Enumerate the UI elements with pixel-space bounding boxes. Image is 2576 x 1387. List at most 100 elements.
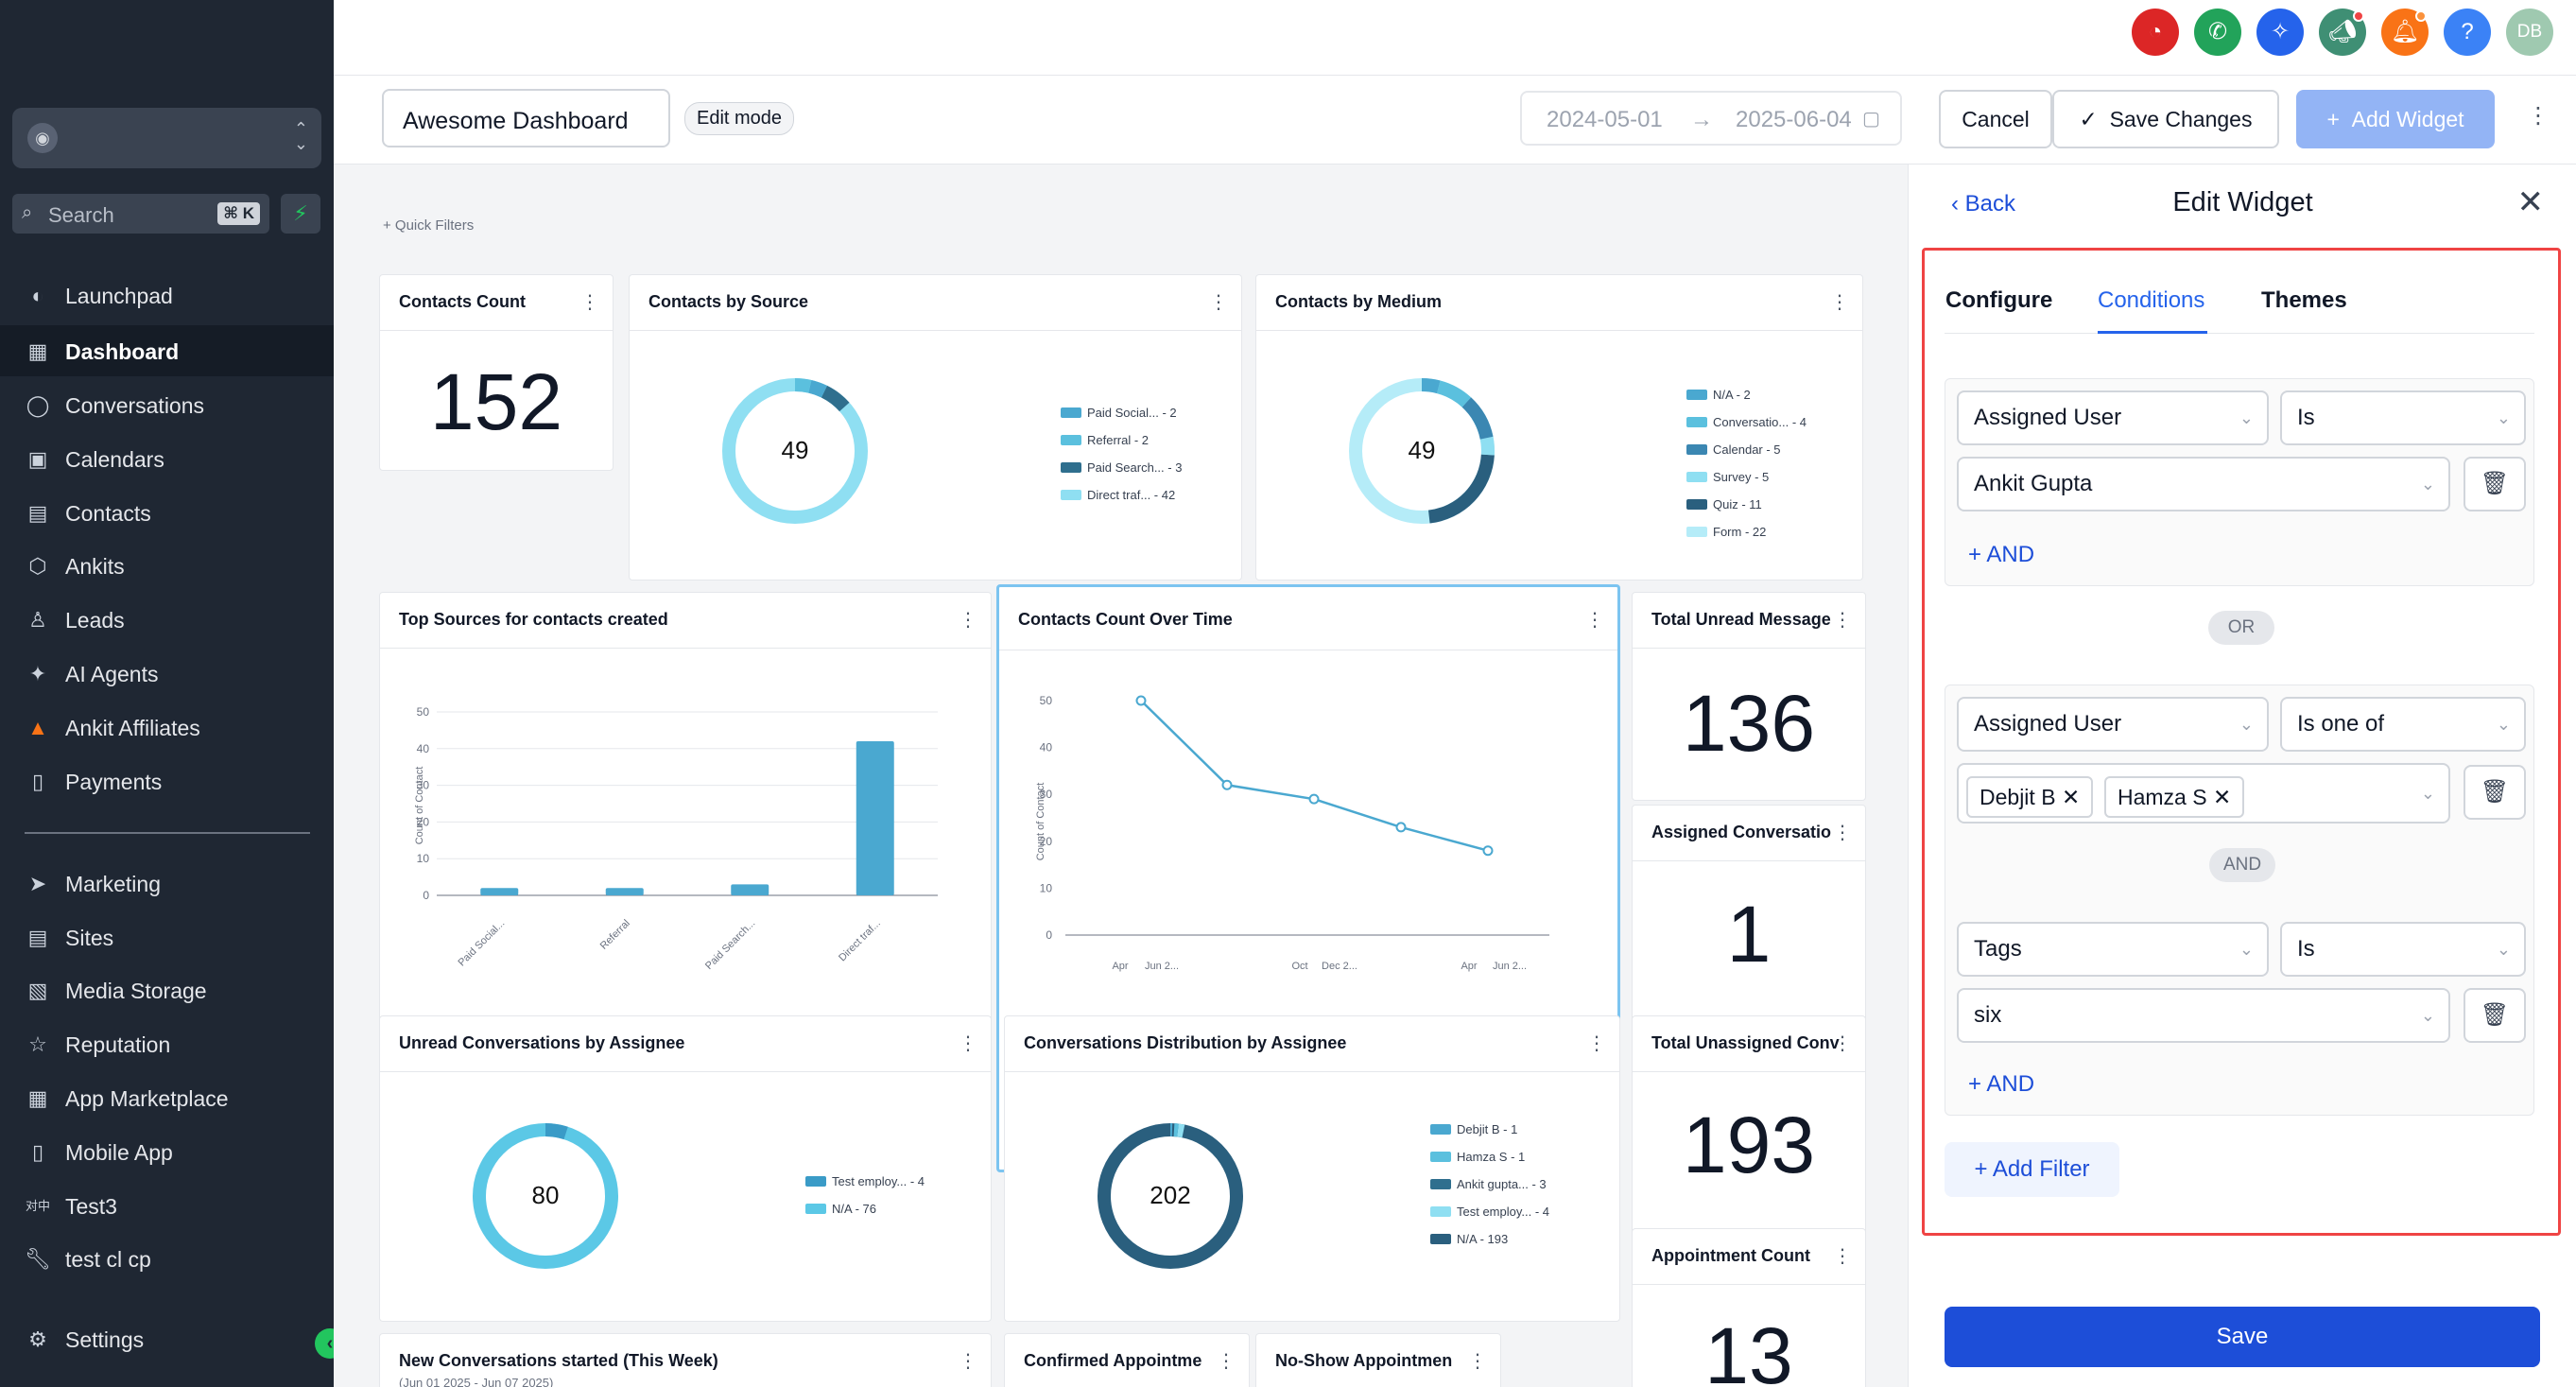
kebab-menu-icon[interactable]: ⋮ <box>959 1033 977 1054</box>
operator-select[interactable]: Is one of ⌄ <box>2280 697 2526 752</box>
delete-condition-button[interactable]: 🗑︎ <box>2464 457 2526 511</box>
add-and-button[interactable]: + AND <box>1968 1071 2035 1097</box>
field-select[interactable]: Assigned User ⌄ <box>1957 697 2269 752</box>
cancel-button[interactable]: Cancel <box>1939 90 2052 148</box>
x-tick-label: Paid Social... <box>456 918 507 969</box>
kebab-menu-icon[interactable]: ⋮ <box>580 292 599 313</box>
delete-condition-button[interactable]: 🗑︎ <box>2464 988 2526 1043</box>
widget-contacts-count[interactable]: Contacts Count ⋮ 152 <box>379 274 614 471</box>
sidebar-item-contacts[interactable]: ▤ Contacts <box>0 487 334 538</box>
kebab-menu-icon[interactable]: ⋮ <box>1217 1351 1236 1372</box>
sidebar-item-label: Test3 <box>65 1194 117 1219</box>
search-icon: ⌕ <box>22 202 33 223</box>
donut-total: 49 <box>1409 436 1436 464</box>
more-menu-icon[interactable]: ⋮ <box>2527 103 2550 129</box>
kebab-menu-icon[interactable]: ⋮ <box>1587 1033 1606 1054</box>
operator-select[interactable]: Is ⌄ <box>2280 390 2526 445</box>
add-filter-label: Add Filter <box>1992 1156 2090 1182</box>
add-widget-button[interactable]: + Add Widget <box>2296 90 2495 148</box>
chevron-down-icon: ⌄ <box>2420 1006 2435 1025</box>
date-range-picker[interactable]: 2024-05-01 → 2025-06-04 ▢ <box>1520 91 1902 146</box>
quick-filters-button[interactable]: + Quick Filters <box>383 217 475 234</box>
chevron-down-icon: ⌄ <box>2239 715 2254 734</box>
remove-chip-icon[interactable]: ✕ <box>2061 785 2081 809</box>
multi-value-select[interactable]: Debjit B ✕ Hamza S ✕ ⌄ <box>1957 763 2450 824</box>
kebab-menu-icon[interactable]: ⋮ <box>1468 1351 1487 1372</box>
legend-item: Direct traf... - 42 <box>1061 481 1182 509</box>
remove-chip-icon[interactable]: ✕ <box>2212 785 2232 809</box>
account-switcher[interactable]: ◉ ⌃ ⌄ <box>12 108 321 168</box>
widget-conversation-distribution[interactable]: Conversations Distribution by Assignee ⋮… <box>1004 1015 1620 1322</box>
sidebar-search[interactable]: ⌕ Search ⌘ K <box>12 194 269 234</box>
sidebar-item-settings[interactable]: ⚙ Settings <box>0 1313 334 1364</box>
sidebar-item-conversations[interactable]: ◯ Conversations <box>0 379 334 430</box>
widget-new-conversations[interactable]: New Conversations started (This Week) (J… <box>379 1333 992 1387</box>
sidebar-item-ai-agents[interactable]: ✦ AI Agents <box>0 648 334 699</box>
speed-icon[interactable]: ◔ <box>2132 9 2179 56</box>
delete-condition-button[interactable]: 🗑︎ <box>2464 765 2526 820</box>
tab-themes[interactable]: Themes <box>2261 287 2347 313</box>
kebab-menu-icon[interactable]: ⋮ <box>1833 610 1852 631</box>
sidebar-item-test3[interactable]: 对中 Test3 <box>0 1180 334 1231</box>
kebab-menu-icon[interactable]: ⋮ <box>1585 610 1604 631</box>
sidebar-item-sites[interactable]: ▤ Sites <box>0 911 334 962</box>
sidebar-item-payments[interactable]: ▯ Payments <box>0 755 334 806</box>
widget-contacts-by-source[interactable]: Contacts by Source ⋮ 49 Paid Social... -… <box>629 274 1242 581</box>
widget-contacts-by-medium[interactable]: Contacts by Medium ⋮ 49 N/A - 2 Conversa… <box>1255 274 1863 581</box>
widget-divider <box>1633 860 1865 861</box>
quick-action-button[interactable]: ⚡ <box>281 194 320 234</box>
sidebar-item-media-storage[interactable]: ▧ Media Storage <box>0 964 334 1015</box>
tab-conditions[interactable]: Conditions <box>2098 287 2205 313</box>
avatar[interactable]: DB <box>2506 9 2553 56</box>
value-text: Ankit Gupta <box>1974 471 2093 496</box>
save-button[interactable]: Save <box>1945 1307 2540 1367</box>
widget-appointment-count[interactable]: Appointment Count ⋮ 13 <box>1632 1228 1866 1387</box>
sidebar-item-dashboard[interactable]: ▦ Dashboard <box>0 325 334 376</box>
panel-title: Edit Widget <box>2172 187 2313 217</box>
add-and-button[interactable]: + AND <box>1968 542 2035 567</box>
megaphone-icon[interactable]: 📣︎ <box>2319 9 2366 56</box>
operator-select[interactable]: Is ⌄ <box>2280 922 2526 977</box>
kebab-menu-icon[interactable]: ⋮ <box>959 1351 977 1372</box>
sidebar-item-marketing[interactable]: ➤ Marketing <box>0 858 334 909</box>
sidebar-item-ankits[interactable]: ⬡ Ankits <box>0 540 334 591</box>
widget-unread-by-assignee[interactable]: Unread Conversations by Assignee ⋮ 80 Te… <box>379 1015 992 1322</box>
user-icon: ♙ <box>28 608 47 632</box>
widget-total-unread[interactable]: Total Unread Message ⋮ 136 <box>1632 592 1866 801</box>
sidebar-item-mobile-app[interactable]: ▯ Mobile App <box>0 1126 334 1177</box>
field-select[interactable]: Assigned User ⌄ <box>1957 390 2269 445</box>
kebab-menu-icon[interactable]: ⋮ <box>1209 292 1228 313</box>
value-select[interactable]: six ⌄ <box>1957 988 2450 1043</box>
y-tick-label: 20 <box>417 815 430 828</box>
kebab-menu-icon[interactable]: ⋮ <box>1833 1246 1852 1267</box>
sidebar-item-leads[interactable]: ♙ Leads <box>0 594 334 645</box>
tab-configure[interactable]: Configure <box>1945 287 2053 313</box>
sidebar-item-test-cl-cp[interactable]: 🔧︎ test cl cp <box>0 1233 334 1284</box>
sidebar-item-launchpad[interactable]: ◐ Launchpad <box>0 269 334 321</box>
ai-sparkle-icon[interactable]: ✧ <box>2256 9 2304 56</box>
kebab-menu-icon[interactable]: ⋮ <box>959 610 977 631</box>
add-filter-button[interactable]: + Add Filter <box>1945 1142 2119 1197</box>
kebab-menu-icon[interactable]: ⋮ <box>1833 823 1852 843</box>
donut-total: 202 <box>1150 1181 1190 1209</box>
value-select[interactable]: Ankit Gupta ⌄ <box>1957 457 2450 511</box>
dashboard-name-input[interactable]: Awesome Dashboard <box>382 89 670 147</box>
widget-confirmed-appointments[interactable]: Confirmed Appointme ⋮ <box>1004 1333 1250 1387</box>
kebab-menu-icon[interactable]: ⋮ <box>1833 1033 1852 1054</box>
bell-icon[interactable]: 🔔︎ <box>2381 9 2429 56</box>
back-button[interactable]: ‹ Back <box>1951 191 2015 217</box>
sidebar-item-reputation[interactable]: ☆ Reputation <box>0 1018 334 1069</box>
legend-item: Hamza S - 1 <box>1430 1143 1549 1170</box>
sidebar-item-app-marketplace[interactable]: ▦ App Marketplace <box>0 1072 334 1123</box>
sidebar-item-label: Mobile App <box>65 1140 173 1165</box>
field-select[interactable]: Tags ⌄ <box>1957 922 2269 977</box>
close-icon[interactable]: ✕ <box>2516 184 2545 220</box>
phone-icon[interactable]: ✆ <box>2194 9 2241 56</box>
kebab-menu-icon[interactable]: ⋮ <box>1830 292 1849 313</box>
sidebar-item-calendars[interactable]: ▣ Calendars <box>0 433 334 484</box>
help-icon[interactable]: ? <box>2444 9 2491 56</box>
sidebar-item-ankit-affiliates[interactable]: ▲ Ankit Affiliates <box>0 702 334 753</box>
widget-noshow-appointments[interactable]: No-Show Appointmen ⋮ <box>1255 1333 1501 1387</box>
date-start: 2024-05-01 <box>1547 107 1663 132</box>
save-changes-button[interactable]: ✓ Save Changes <box>2052 90 2279 148</box>
